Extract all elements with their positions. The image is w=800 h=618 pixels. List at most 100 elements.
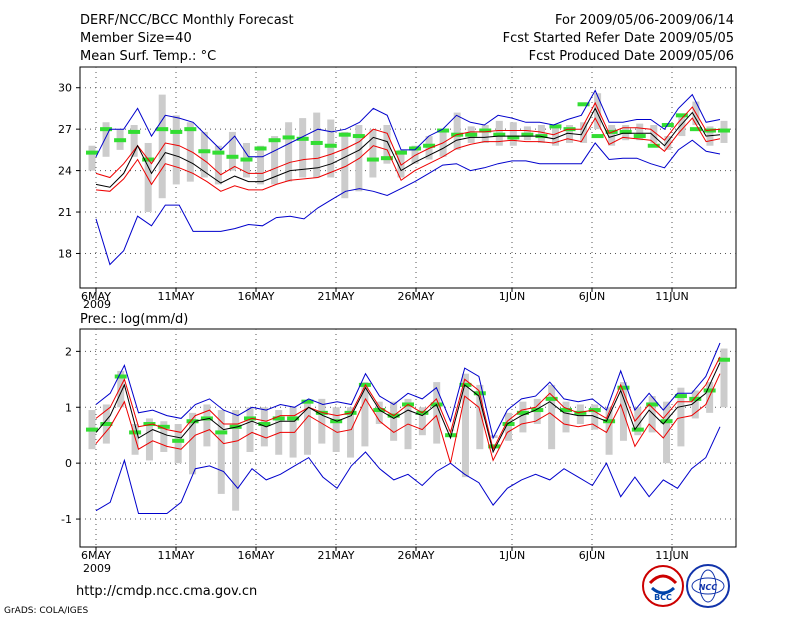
spread-box: [608, 125, 616, 146]
ensemble-marker: [212, 150, 225, 155]
spread-box: [285, 122, 293, 182]
y-tick-label: 30: [58, 82, 72, 95]
spread-box: [548, 384, 556, 450]
spread-box: [332, 407, 340, 452]
ensemble-marker: [143, 422, 156, 427]
plot-frame: [79, 328, 737, 548]
ensemble-marker: [100, 422, 113, 427]
spread-box: [369, 129, 377, 178]
spread-box: [361, 382, 369, 447]
ensemble-marker: [507, 135, 520, 140]
y-tick-label: -1: [61, 513, 72, 526]
series-mean-line: [95, 362, 721, 454]
spread-box: [411, 145, 419, 164]
ensemble-marker: [215, 430, 228, 435]
spread-box: [232, 410, 240, 511]
spread-box: [605, 407, 613, 455]
ensemble-marker: [352, 134, 365, 139]
series-p10-line: [95, 117, 721, 192]
ensemble-marker: [86, 150, 98, 155]
ensemble-marker: [409, 146, 422, 151]
x-tick-label: 16MAY: [238, 549, 275, 562]
forecast-produced: Fcst Produced Date 2009/05/06: [529, 49, 734, 64]
chart-panel-1: 6MAY 11MAY 16MAY 21MAY 26MAY 1JUN 6JUN 11JUN 18 2…: [58, 66, 737, 303]
ensemble-marker: [86, 427, 98, 432]
spread-box: [347, 407, 355, 458]
spread-box: [275, 410, 283, 455]
spread-box: [648, 396, 656, 433]
ensemble-marker: [689, 127, 702, 132]
ensemble-marker: [156, 127, 169, 132]
ensemble-marker: [703, 388, 716, 393]
spread-box: [562, 401, 570, 433]
y-tick-label: 1: [65, 401, 72, 414]
spread-box: [677, 387, 685, 447]
series-p90-line: [95, 101, 721, 179]
ensemble-marker: [198, 149, 211, 154]
spread-box: [664, 136, 672, 150]
ensemble-marker: [358, 382, 371, 387]
precip-label: Prec.: log(mm/d): [80, 312, 188, 327]
ensemble-marker: [324, 143, 337, 148]
x-tick-label: 11MAY: [158, 290, 195, 303]
ensemble-marker: [660, 419, 673, 424]
ensemble-marker: [617, 385, 630, 390]
ensemble-marker: [244, 416, 256, 421]
x-tick-label: 21MAY: [318, 549, 355, 562]
bcc-logo-text: BCC: [654, 593, 672, 602]
spread-box: [117, 370, 125, 408]
spread-box: [537, 125, 545, 143]
ncc-logo: NCC: [686, 564, 730, 608]
y-tick-label: 27: [58, 123, 72, 136]
series-max-line: [95, 89, 721, 158]
x-tick-label: 11MAY: [158, 549, 195, 562]
ensemble-marker: [675, 113, 688, 118]
spread-box: [228, 131, 236, 171]
spread-box: [390, 401, 398, 441]
spread-box: [636, 123, 644, 141]
ensemble-marker: [282, 135, 295, 140]
ensemble-marker: [157, 424, 170, 429]
spread-box: [594, 93, 602, 130]
series-p10-line: [95, 373, 721, 464]
spread-box: [691, 390, 699, 419]
spread-box: [383, 125, 391, 164]
spread-box: [130, 125, 138, 157]
ensemble-marker: [603, 419, 616, 424]
x-tick-label: 26MAY: [398, 549, 435, 562]
ensemble-marker: [114, 374, 127, 379]
year-label-top: 2009: [83, 298, 111, 311]
spread-box: [650, 125, 658, 143]
series-min-line: [95, 426, 721, 514]
series-mean-line: [95, 107, 721, 188]
ensemble-marker: [718, 357, 730, 362]
y-tick-label: 18: [58, 247, 72, 260]
x-tick-label: 1JUN: [499, 290, 526, 303]
grads-credit: GrADS: COLA/IGES: [4, 606, 88, 616]
ensemble-marker: [531, 408, 544, 413]
ensemble-marker: [268, 138, 281, 143]
ensemble-marker: [100, 127, 113, 132]
chart-title: DERF/NCC/BCC Monthly Forecast: [80, 13, 294, 28]
spread-box: [145, 418, 153, 461]
x-tick-label: 6JUN: [579, 290, 606, 303]
ensemble-marker: [633, 134, 646, 139]
ensemble-marker: [560, 408, 572, 413]
spread-box: [481, 125, 489, 143]
ensemble-marker: [502, 422, 515, 427]
ensemble-marker: [310, 140, 323, 145]
forecast-started: Fcst Started Refer Date 2009/05/05: [503, 31, 734, 46]
ensemble-marker: [493, 132, 506, 137]
ensemble-marker: [647, 143, 660, 148]
spread-box: [214, 145, 222, 185]
spread-box: [186, 122, 194, 182]
spread-box: [313, 112, 321, 178]
variable-label: Mean Surf. Temp.: °C: [80, 49, 216, 64]
series-min-line: [95, 139, 721, 266]
spread-box: [551, 125, 559, 146]
ensemble-marker: [437, 128, 450, 133]
spread-box: [519, 401, 527, 433]
spread-box: [453, 112, 461, 150]
x-tick-label: 6MAY: [81, 549, 111, 562]
